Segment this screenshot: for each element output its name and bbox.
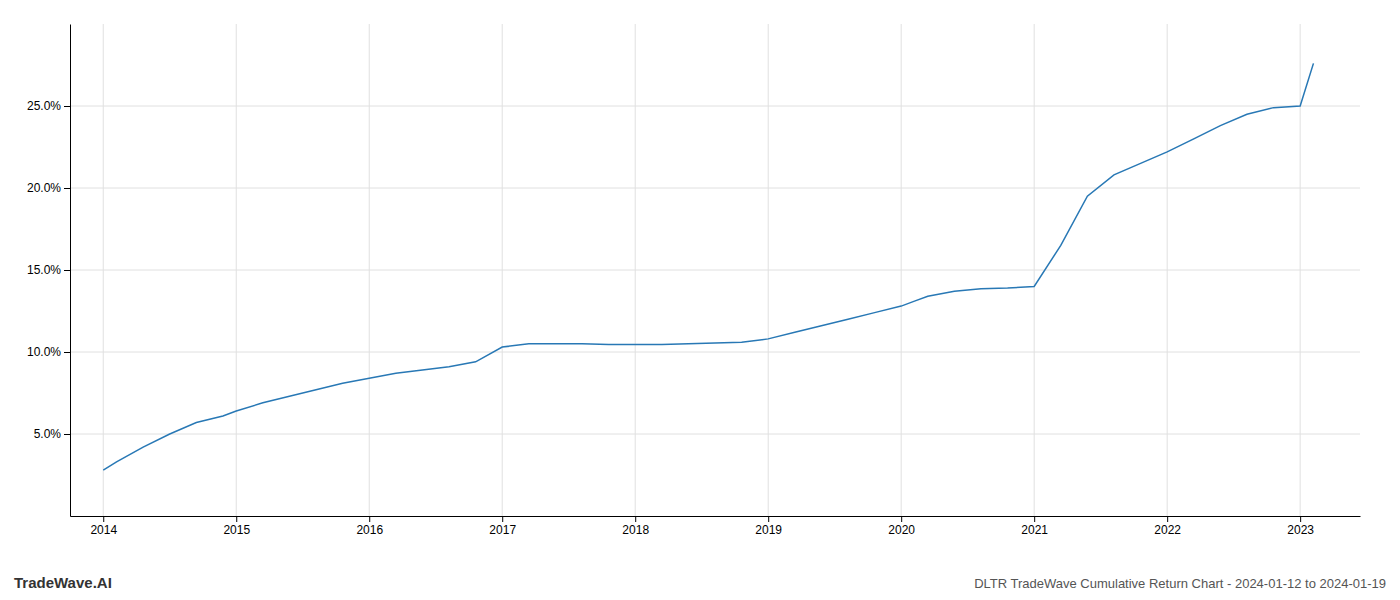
marks — [103, 63, 1313, 470]
tick-label: 5.0% — [34, 427, 62, 441]
axis-line — [70, 25, 71, 517]
tick: 2021 — [1021, 516, 1048, 537]
tick-mark — [1034, 516, 1035, 522]
tick: 2022 — [1154, 516, 1181, 537]
tick-mark — [64, 188, 70, 189]
tick-mark — [369, 516, 370, 522]
watermark: TradeWave.AI — [14, 574, 112, 591]
grid — [70, 24, 1360, 516]
title: DLTR TradeWave Cumulative Return Chart -… — [974, 576, 1386, 591]
tick: 2020 — [888, 516, 915, 537]
x-axis: 2014 2015 2016 2017 2018 2019 2020 2021 2022 2023 — [71, 516, 1361, 537]
tick-mark — [502, 516, 503, 522]
tick-label: 15.0% — [27, 263, 61, 277]
tick: 2019 — [755, 516, 782, 537]
tick-label: 25.0% — [27, 99, 61, 113]
tick: 2018 — [622, 516, 649, 537]
tick-mark — [236, 516, 237, 522]
tick-mark — [1300, 516, 1301, 522]
tick-label: 2017 — [489, 523, 516, 537]
tick: 2016 — [356, 516, 383, 537]
tick: 5.0% — [34, 427, 70, 441]
grid-line — [70, 270, 1360, 271]
plot: 2014 2015 2016 2017 2018 2019 2020 2021 2022 2023… — [27, 24, 1361, 537]
tick-label: 2019 — [755, 523, 782, 537]
tick-mark — [1167, 516, 1168, 522]
tick-mark — [64, 270, 70, 271]
tick-label: 2018 — [622, 523, 649, 537]
tick-label: 20.0% — [27, 181, 61, 195]
tick-mark — [64, 434, 70, 435]
tick-mark — [768, 516, 769, 522]
tick-label: 2014 — [90, 523, 117, 537]
tick: 15.0% — [27, 263, 70, 277]
grid-line — [70, 434, 1360, 435]
axis-line — [71, 516, 1361, 517]
grid-line — [70, 188, 1360, 189]
tick-mark — [64, 106, 70, 107]
chart: 2014 2015 2016 2017 2018 2019 2020 2021 2022 2023… — [0, 0, 1400, 600]
tick: 20.0% — [27, 181, 70, 195]
tick: 2015 — [223, 516, 250, 537]
tick-mark — [64, 352, 70, 353]
tick: 2014 — [90, 516, 117, 537]
tick: 2023 — [1287, 516, 1314, 537]
tick-label: 2022 — [1154, 523, 1181, 537]
tick-mark — [103, 516, 104, 522]
line — [103, 63, 1313, 470]
tick: 25.0% — [27, 99, 70, 113]
tick-mark — [635, 516, 636, 522]
tick-label: 2021 — [1021, 523, 1048, 537]
tick: 10.0% — [27, 345, 70, 359]
tick-mark — [901, 516, 902, 522]
tick-label: 10.0% — [27, 345, 61, 359]
tick-label: 2023 — [1287, 523, 1314, 537]
tick-label: 2015 — [223, 523, 250, 537]
grid-line — [70, 352, 1360, 353]
tick-label: 2016 — [356, 523, 383, 537]
tick: 2017 — [489, 516, 516, 537]
grid-line — [70, 106, 1360, 107]
tick-label: 2020 — [888, 523, 915, 537]
y-axis: 5.0% 10.0% 15.0% 20.0% 25.0% — [27, 25, 71, 517]
